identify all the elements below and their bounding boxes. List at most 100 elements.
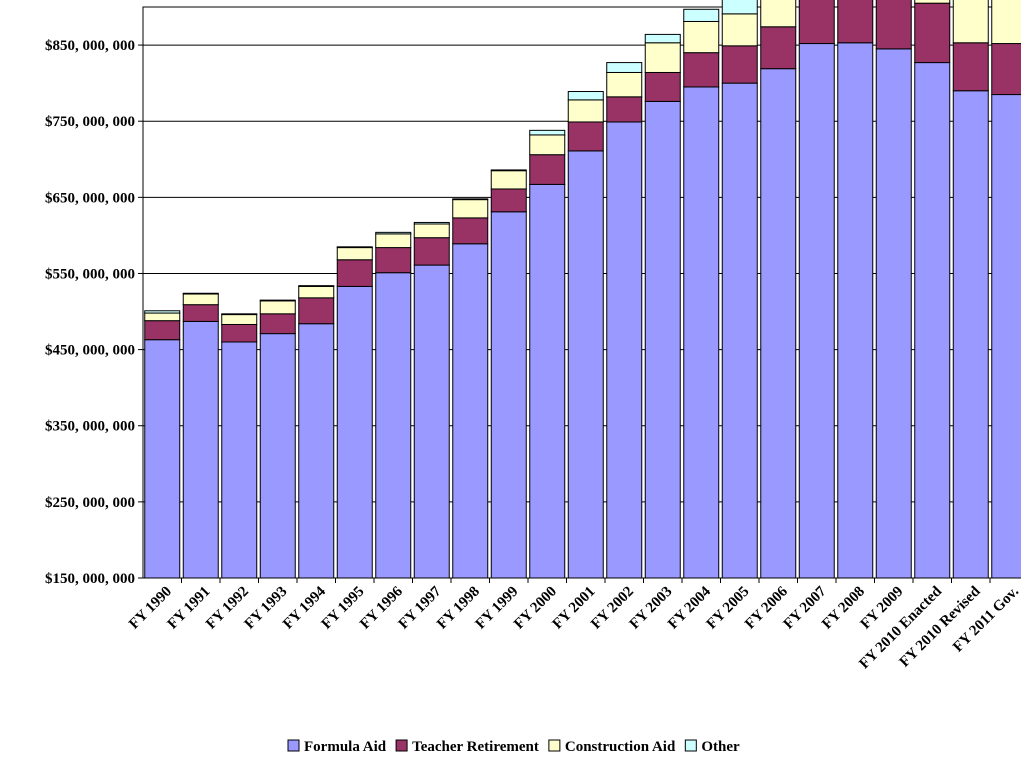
bar-segment bbox=[914, 62, 951, 579]
bar-segment bbox=[644, 71, 681, 102]
bar-segment bbox=[298, 323, 335, 579]
legend-swatch bbox=[287, 739, 300, 752]
bar-segment bbox=[490, 211, 527, 579]
bar-segment bbox=[644, 33, 681, 44]
bar-segment bbox=[991, 43, 1021, 96]
bar-segment bbox=[567, 121, 604, 152]
bar-segment bbox=[452, 217, 489, 245]
bar-segment bbox=[144, 310, 181, 314]
bar-segment bbox=[182, 320, 219, 579]
bar-segment bbox=[567, 150, 604, 579]
y-tick-label: $750, 000, 000 bbox=[45, 114, 135, 130]
bar-segment bbox=[606, 96, 643, 123]
bar-segment bbox=[837, 42, 874, 579]
bar-segment bbox=[259, 333, 296, 579]
bar-segment bbox=[413, 223, 450, 239]
bar-segment bbox=[144, 320, 181, 341]
bar-segment bbox=[182, 293, 219, 306]
bar-segment bbox=[221, 314, 258, 325]
bar-segment bbox=[336, 247, 373, 261]
legend-swatch bbox=[684, 739, 697, 752]
bar-segment bbox=[298, 297, 335, 325]
bar-segment bbox=[567, 99, 604, 123]
bar-segment bbox=[683, 20, 720, 54]
bar-segment bbox=[336, 246, 373, 249]
bar-segment bbox=[644, 100, 681, 579]
bar-segment bbox=[336, 285, 373, 579]
bar-segment bbox=[298, 285, 335, 287]
y-tick-label: $450, 000, 000 bbox=[45, 343, 135, 359]
bar-segment bbox=[606, 121, 643, 579]
bar-segment bbox=[952, 90, 989, 579]
bar-segment bbox=[914, 0, 951, 4]
y-tick-label: $550, 000, 000 bbox=[45, 266, 135, 282]
bar-segment bbox=[221, 341, 258, 579]
legend-label: Construction Aid bbox=[565, 739, 676, 755]
bar-segment bbox=[760, 68, 797, 579]
bar-segment bbox=[144, 312, 181, 322]
y-tick-label: $250, 000, 000 bbox=[45, 495, 135, 511]
legend-label: Formula Aid bbox=[304, 739, 387, 755]
bar-segment bbox=[413, 221, 450, 225]
bar-segment bbox=[259, 299, 296, 302]
bar-segment bbox=[490, 169, 527, 172]
legend-swatch bbox=[395, 739, 408, 752]
bar-segment bbox=[991, 94, 1021, 579]
bar-segment bbox=[952, 42, 989, 92]
legend-swatch bbox=[548, 739, 561, 752]
bar-segment bbox=[644, 42, 681, 73]
bar-segment bbox=[182, 292, 219, 295]
bar-segment bbox=[721, 45, 758, 84]
bar-segment bbox=[452, 198, 489, 201]
bar-segment bbox=[683, 52, 720, 88]
bar-segment bbox=[413, 237, 450, 266]
bar-segment bbox=[375, 272, 412, 579]
bar-segment bbox=[875, 48, 912, 579]
y-tick-label: $150, 000, 000 bbox=[45, 571, 135, 587]
legend: Formula Aid Teacher Retirement Constructio… bbox=[287, 739, 740, 755]
bar-segment bbox=[798, 43, 835, 579]
bar-segment bbox=[452, 199, 489, 219]
bar-segment bbox=[606, 71, 643, 98]
bar-segment bbox=[798, 0, 835, 45]
bar-segment bbox=[375, 231, 412, 235]
bar-segment bbox=[298, 285, 335, 299]
bar-segment bbox=[760, 26, 797, 70]
bar-segment bbox=[336, 259, 373, 287]
bar-segment bbox=[490, 188, 527, 213]
bar-segment bbox=[875, 0, 912, 50]
bar-segment bbox=[567, 91, 604, 101]
bar-segment bbox=[837, 0, 874, 44]
bar-segment bbox=[529, 154, 566, 185]
bar-segment bbox=[721, 13, 758, 47]
bar-segment bbox=[991, 0, 1021, 45]
bar-segment bbox=[490, 170, 527, 190]
bar-segment bbox=[221, 323, 258, 343]
bar-segment bbox=[529, 134, 566, 156]
bar-segment bbox=[144, 339, 181, 579]
bar-segment bbox=[683, 8, 720, 22]
bar-segment bbox=[760, 0, 797, 28]
bar-segment bbox=[413, 264, 450, 579]
y-tick-label: $350, 000, 000 bbox=[45, 419, 135, 435]
bar-segment bbox=[182, 304, 219, 322]
bar-segment bbox=[683, 86, 720, 579]
legend-label: Teacher Retirement bbox=[412, 739, 539, 755]
bar-segment bbox=[952, 0, 989, 44]
bar-segment bbox=[452, 243, 489, 579]
bar-segment bbox=[721, 0, 758, 15]
y-tick-label: $650, 000, 000 bbox=[45, 190, 135, 206]
bar-segment bbox=[375, 247, 412, 274]
bar-segment bbox=[259, 300, 296, 315]
bar-segment bbox=[721, 82, 758, 579]
bar-segment bbox=[529, 183, 566, 579]
bar-segment bbox=[375, 233, 412, 249]
legend-label: Other bbox=[701, 739, 740, 755]
bar-segment bbox=[914, 2, 951, 64]
bar-segment bbox=[221, 313, 258, 316]
bar-segment bbox=[259, 313, 296, 335]
y-tick-label: $850, 000, 000 bbox=[45, 38, 135, 54]
bar-segment bbox=[606, 62, 643, 73]
bar-segment bbox=[529, 129, 566, 136]
